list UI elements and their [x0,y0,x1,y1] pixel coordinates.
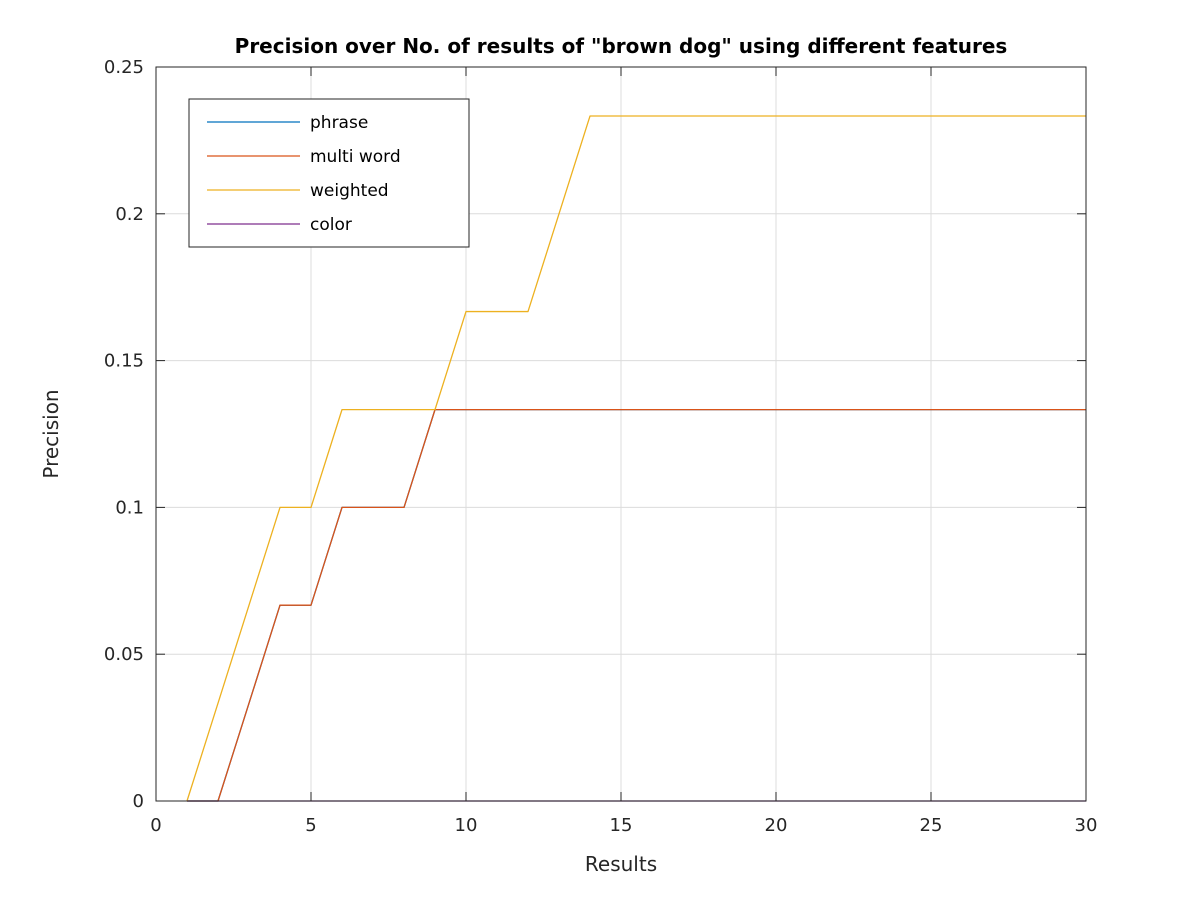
y-tick-label: 0.25 [104,57,144,78]
y-axis-label: Precision [39,389,63,478]
x-tick-label: 30 [1075,815,1098,836]
x-tick-label: 15 [610,815,633,836]
series-line-weighted [186,115,1086,802]
legend-entries: phrase multi word weighted color [207,113,401,235]
x-tick-label: 25 [920,815,943,836]
legend: phrase multi word weighted color [188,98,470,248]
legend-label-color: color [310,215,352,235]
chart-title: Precision over No. of results of "brown … [235,34,1008,58]
y-tick-label: 0.15 [104,351,144,372]
y-tick-label: 0.2 [115,204,144,225]
legend-label-multi-word: multi word [310,147,401,167]
legend-label-weighted: weighted [310,181,389,201]
x-tick-label: 10 [455,815,478,836]
x-tick-label: 0 [150,815,161,836]
x-axis-label: Results [585,852,657,876]
legend-label-phrase: phrase [310,113,368,133]
series-line-multi-word [187,408,1086,802]
tick-labels: 0 5 10 15 20 25 30 0 0.05 0.1 0.15 0.2 0.25 [104,57,1098,836]
axis-ticks [155,66,1087,802]
legend-box [188,98,470,248]
y-tick-label: 0.05 [104,644,144,665]
x-tick-label: 5 [305,815,316,836]
x-tick-label: 20 [765,815,788,836]
y-tick-label: 0 [133,791,144,812]
y-tick-label: 0.1 [115,497,144,518]
